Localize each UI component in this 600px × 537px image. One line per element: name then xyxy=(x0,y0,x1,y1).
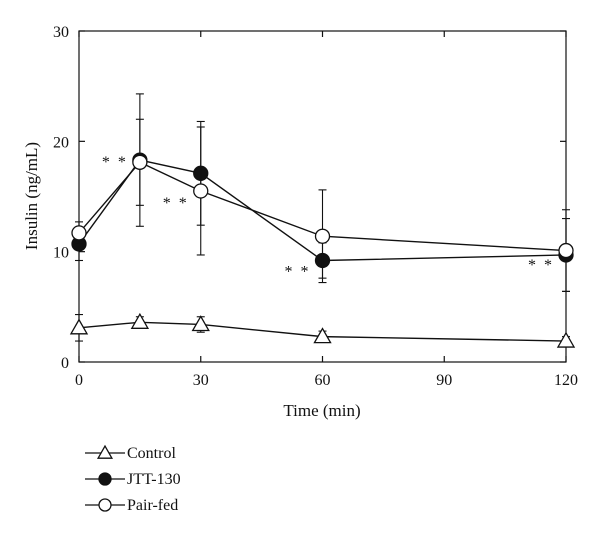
axis-ticks: 0 30 60 90 120 0 10 20 30 xyxy=(53,24,578,389)
series-control xyxy=(69,312,576,348)
legend-item-control: Control xyxy=(85,444,176,462)
legend-label: Pair-fed xyxy=(127,497,178,514)
y-tick-label: 10 xyxy=(53,245,69,262)
x-tick-label: 0 xyxy=(75,372,83,389)
x-tick-label: 30 xyxy=(193,372,209,389)
y-tick-label: 20 xyxy=(53,134,69,151)
data-point xyxy=(130,312,150,329)
significance-mark: * * xyxy=(285,263,311,280)
data-point xyxy=(71,225,87,241)
data-point xyxy=(558,242,574,259)
series-pair-fed xyxy=(71,118,574,292)
data-point xyxy=(313,327,332,344)
significance-mark: * * xyxy=(528,257,554,274)
x-tick-label: 120 xyxy=(554,372,578,389)
y-tick-label: 0 xyxy=(61,355,69,372)
significance-mark: * * xyxy=(102,154,128,171)
x-axis-title: Time (min) xyxy=(283,401,360,420)
significance-annotations: * * * * * * * * xyxy=(102,154,554,280)
data-point xyxy=(193,183,209,199)
legend-marker xyxy=(98,498,112,512)
x-tick-label: 90 xyxy=(436,372,452,389)
legend-label: JTT-130 xyxy=(127,471,181,488)
series-layer xyxy=(69,93,576,348)
y-tick-label: 30 xyxy=(53,24,69,41)
legend-item-pair-fed: Pair-fed xyxy=(85,497,178,514)
data-point xyxy=(191,315,210,332)
data-point xyxy=(314,228,331,244)
data-point xyxy=(132,154,148,170)
x-tick-label: 60 xyxy=(315,372,331,389)
legend-marker xyxy=(96,444,114,459)
data-point xyxy=(69,318,89,335)
data-point xyxy=(556,331,576,348)
legend-label: Control xyxy=(127,445,176,462)
legend-marker xyxy=(98,472,112,486)
legend-item-jtt-130: JTT-130 xyxy=(85,471,181,488)
legend: Control JTT-130 Pair-fed xyxy=(85,444,181,514)
significance-mark: * * xyxy=(163,195,189,212)
y-axis-title: Insulin (ng/mL) xyxy=(22,142,41,250)
